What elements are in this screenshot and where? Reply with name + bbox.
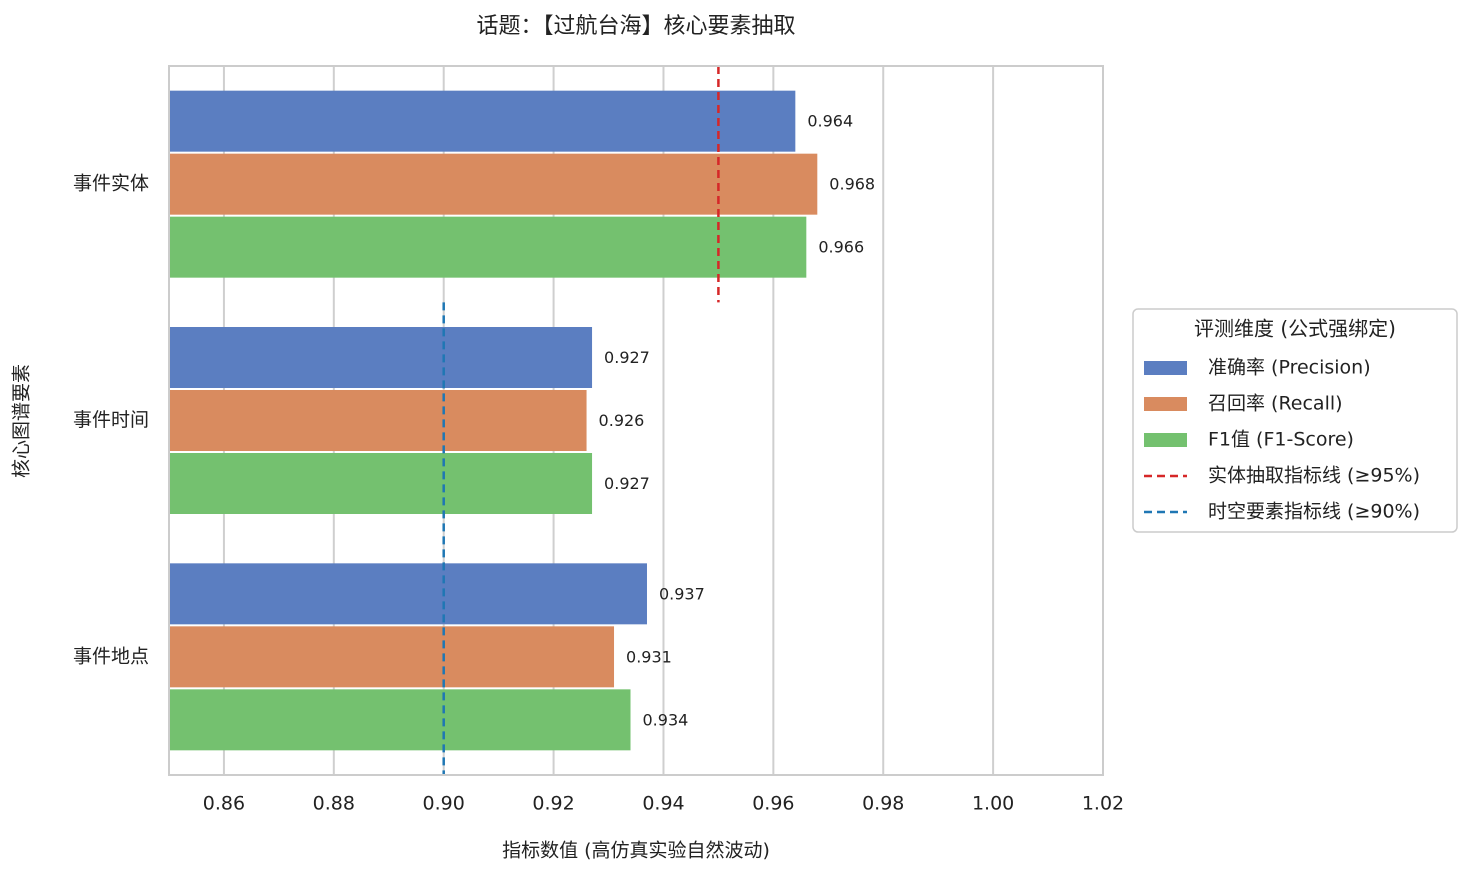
- legend-box: [1132, 308, 1458, 533]
- value-label: 0.931: [626, 647, 672, 666]
- bar: [169, 390, 587, 451]
- x-tick-label: 0.94: [642, 793, 684, 815]
- bar: [169, 327, 593, 388]
- legend-title: 评测维度 (公式强绑定): [1194, 317, 1396, 341]
- bar: [169, 689, 631, 751]
- legend-swatch: [1144, 361, 1187, 375]
- bar: [169, 216, 807, 278]
- x-tick-label: 0.92: [532, 793, 574, 815]
- value-label: 0.934: [643, 710, 689, 729]
- legend-label: F1值 (F1-Score): [1208, 429, 1354, 451]
- x-tick-label: 0.86: [203, 793, 245, 815]
- y-tick-label: 事件实体: [73, 173, 149, 195]
- x-tick-label: 0.88: [313, 793, 355, 815]
- y-axis-label: 核心图谱要素: [11, 364, 33, 478]
- value-label: 0.968: [829, 175, 875, 194]
- x-tick-label: 1.00: [972, 793, 1014, 815]
- x-tick-label: 0.96: [752, 793, 794, 815]
- legend-label: 召回率 (Recall): [1208, 393, 1343, 415]
- value-label: 0.966: [818, 238, 864, 257]
- value-label: 0.926: [599, 411, 645, 430]
- x-axis-label: 指标数值 (高仿真实验自然波动): [502, 840, 770, 862]
- legend-swatch: [1144, 433, 1187, 447]
- legend-label: 时空要素指标线 (≥90%): [1208, 501, 1420, 523]
- bar: [169, 626, 615, 688]
- legend-label: 准确率 (Precision): [1208, 357, 1371, 379]
- plot-frame: [168, 65, 1104, 776]
- x-tick-label: 0.90: [423, 793, 465, 815]
- y-tick-label: 事件地点: [73, 645, 149, 667]
- bar: [169, 153, 818, 215]
- bar: [169, 563, 647, 625]
- chart-title: 话题：【过航台海】核心要素抽取: [476, 14, 795, 39]
- x-tick-label: 1.02: [1082, 793, 1124, 815]
- legend-swatch: [1144, 397, 1187, 411]
- x-tick-label: 0.98: [862, 793, 904, 815]
- value-label: 0.964: [807, 112, 853, 131]
- bar: [169, 453, 593, 514]
- value-label: 0.937: [659, 584, 705, 603]
- legend-label: 实体抽取指标线 (≥95%): [1208, 465, 1420, 487]
- value-label: 0.927: [604, 474, 650, 493]
- value-label: 0.927: [604, 348, 650, 367]
- y-tick-label: 事件时间: [73, 409, 149, 431]
- bar: [169, 90, 796, 152]
